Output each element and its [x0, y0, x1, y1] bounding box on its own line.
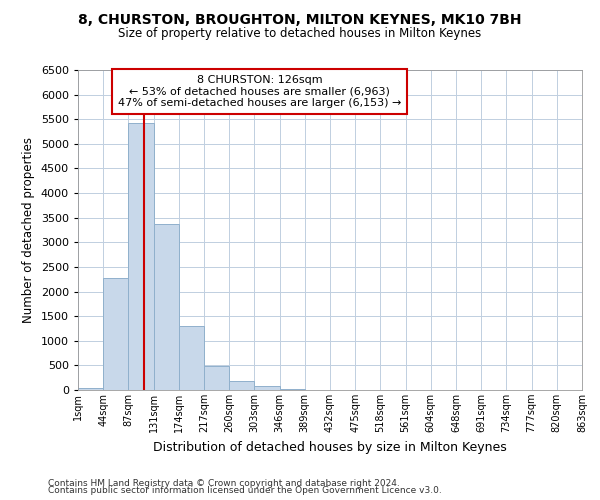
Bar [204, 366, 229, 390]
Bar [179, 326, 204, 390]
Text: Size of property relative to detached houses in Milton Keynes: Size of property relative to detached ho… [118, 28, 482, 40]
X-axis label: Distribution of detached houses by size in Milton Keynes: Distribution of detached houses by size … [153, 440, 507, 454]
Bar [154, 224, 179, 390]
Bar [128, 123, 154, 390]
Bar [254, 386, 280, 390]
Bar [229, 381, 254, 390]
Bar [103, 278, 128, 390]
Text: Contains HM Land Registry data © Crown copyright and database right 2024.: Contains HM Land Registry data © Crown c… [48, 478, 400, 488]
Text: 8 CHURSTON: 126sqm
← 53% of detached houses are smaller (6,963)
47% of semi-deta: 8 CHURSTON: 126sqm ← 53% of detached hou… [118, 75, 401, 108]
Bar [78, 388, 103, 390]
Bar [280, 389, 305, 390]
Text: 8, CHURSTON, BROUGHTON, MILTON KEYNES, MK10 7BH: 8, CHURSTON, BROUGHTON, MILTON KEYNES, M… [78, 12, 522, 26]
Text: Contains public sector information licensed under the Open Government Licence v3: Contains public sector information licen… [48, 486, 442, 495]
Y-axis label: Number of detached properties: Number of detached properties [22, 137, 35, 323]
